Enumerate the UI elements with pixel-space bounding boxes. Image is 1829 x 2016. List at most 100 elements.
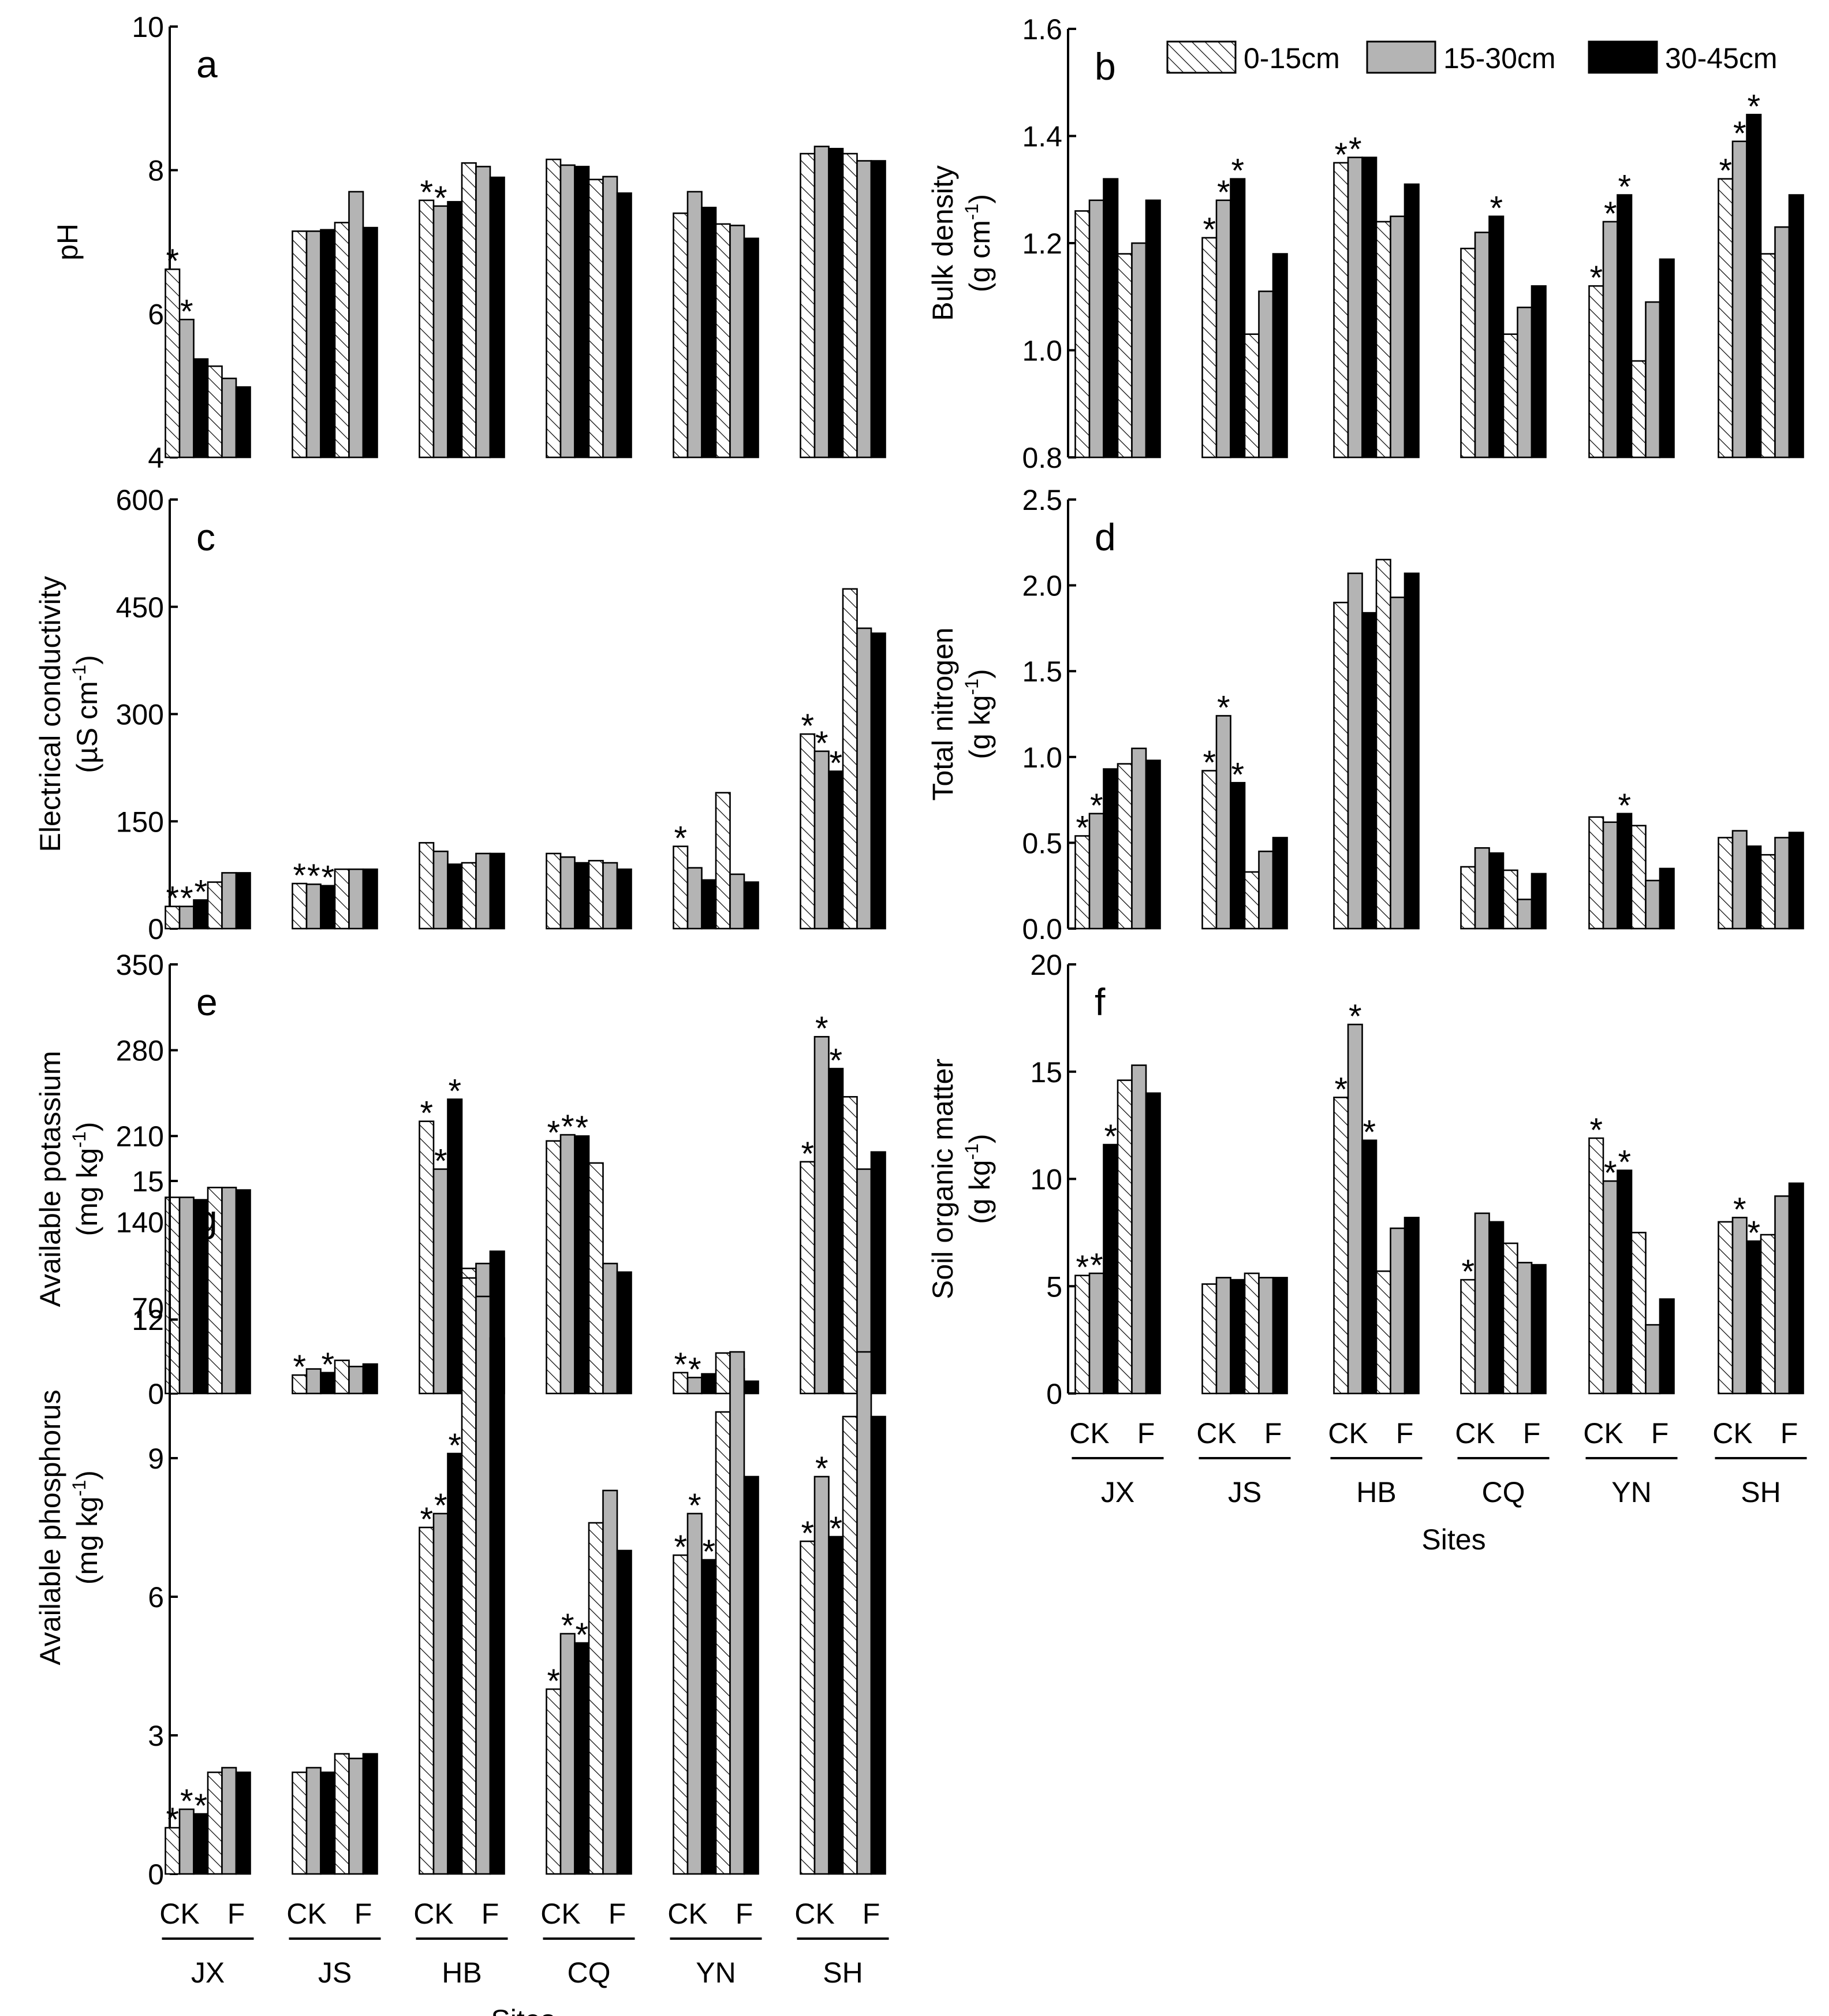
significance-marker: * bbox=[1076, 1249, 1089, 1287]
significance-marker: * bbox=[448, 1427, 461, 1465]
y-tick-label: 150 bbox=[116, 806, 164, 838]
bar bbox=[292, 1374, 308, 1395]
bar bbox=[743, 1475, 759, 1875]
bar bbox=[1788, 832, 1804, 930]
bar bbox=[419, 1120, 435, 1395]
bar bbox=[1602, 821, 1618, 930]
bar bbox=[1088, 813, 1104, 930]
bar bbox=[432, 850, 449, 930]
bar bbox=[1617, 1169, 1633, 1395]
significance-marker: * bbox=[1349, 131, 1362, 169]
y-axis-title: Electrical conductivity bbox=[34, 576, 66, 852]
bar bbox=[715, 1411, 731, 1875]
significance-marker: * bbox=[1618, 1144, 1631, 1182]
bar bbox=[305, 1368, 322, 1395]
treatment-label: CK bbox=[794, 1898, 834, 1930]
bar bbox=[1531, 285, 1547, 459]
significance-marker: * bbox=[1090, 787, 1103, 825]
significance-marker: * bbox=[561, 1108, 574, 1146]
legend-swatch bbox=[1588, 40, 1658, 74]
bar bbox=[673, 212, 689, 459]
bar bbox=[1103, 1143, 1119, 1395]
treatment-label: CK bbox=[1712, 1417, 1752, 1449]
significance-marker: * bbox=[1104, 1118, 1117, 1156]
bar bbox=[1645, 1324, 1661, 1395]
significance-marker: * bbox=[1203, 744, 1216, 782]
significance-marker: * bbox=[829, 745, 842, 782]
bar bbox=[559, 1134, 576, 1395]
bar bbox=[1347, 156, 1363, 459]
bar bbox=[588, 178, 604, 459]
significance-marker: * bbox=[1589, 1112, 1603, 1149]
significance-marker: * bbox=[688, 1487, 701, 1525]
significance-marker: * bbox=[194, 873, 207, 911]
bar bbox=[1074, 1275, 1091, 1395]
bar bbox=[193, 1199, 209, 1395]
significance-marker: * bbox=[293, 857, 306, 895]
bar bbox=[305, 1767, 322, 1875]
significance-marker: * bbox=[674, 1346, 687, 1384]
bar bbox=[842, 1095, 858, 1395]
bar bbox=[1502, 869, 1518, 930]
treatment-label: CK bbox=[1069, 1417, 1109, 1449]
significance-marker: * bbox=[1733, 1191, 1746, 1228]
bar bbox=[1630, 825, 1647, 930]
bar bbox=[348, 191, 364, 459]
bar bbox=[1215, 199, 1231, 459]
significance-marker: * bbox=[420, 1501, 433, 1538]
bar bbox=[1131, 747, 1147, 930]
y-axis-unit-close: ) bbox=[964, 1134, 996, 1143]
y-axis-title: Soil organic matter bbox=[927, 1059, 959, 1299]
bar bbox=[574, 1135, 590, 1395]
bar bbox=[292, 230, 308, 459]
bar bbox=[1718, 1221, 1734, 1395]
y-axis-unit-close: ) bbox=[71, 1122, 103, 1132]
y-axis-title: Total nitrogen bbox=[927, 627, 959, 800]
bar bbox=[1230, 1279, 1246, 1395]
bar bbox=[715, 1352, 731, 1395]
bar bbox=[1145, 1092, 1161, 1395]
bar bbox=[334, 1359, 350, 1395]
bar bbox=[165, 1197, 181, 1395]
significance-marker: * bbox=[1618, 169, 1631, 206]
bar bbox=[1746, 1240, 1762, 1395]
y-tick-label: 9 bbox=[148, 1443, 164, 1475]
bar bbox=[178, 1808, 195, 1875]
bar bbox=[489, 1337, 505, 1875]
bar bbox=[305, 230, 322, 459]
y-tick-label: 2.0 bbox=[1022, 570, 1062, 602]
bar bbox=[1531, 873, 1547, 930]
y-axis-title: Bulk density bbox=[927, 165, 959, 321]
significance-marker: * bbox=[1618, 787, 1631, 825]
bar bbox=[348, 1365, 364, 1395]
bar bbox=[320, 229, 336, 459]
y-axis-unit-close: ) bbox=[71, 655, 103, 665]
y-tick-label: 1.6 bbox=[1022, 13, 1062, 46]
bar bbox=[715, 792, 731, 930]
bar bbox=[1272, 253, 1288, 459]
bar bbox=[1718, 837, 1734, 930]
y-tick-label: 300 bbox=[116, 699, 164, 731]
y-axis-unit-text: (g kg bbox=[964, 1160, 996, 1224]
treatment-label: F bbox=[227, 1898, 245, 1930]
y-axis-unit-text: (g kg bbox=[964, 695, 996, 759]
bar bbox=[673, 845, 689, 930]
bar bbox=[1390, 215, 1406, 459]
bar bbox=[559, 1633, 576, 1875]
y-tick-label: 0 bbox=[1046, 1378, 1062, 1410]
treatment-label: F bbox=[1651, 1417, 1669, 1449]
bar bbox=[1731, 830, 1748, 930]
bar bbox=[1488, 852, 1505, 930]
bar bbox=[715, 223, 731, 459]
bar bbox=[828, 148, 844, 459]
y-tick-label: 1.0 bbox=[1022, 741, 1062, 774]
bar bbox=[447, 1452, 463, 1875]
y-axis-unit: (mg kg-1) bbox=[69, 1470, 103, 1585]
significance-marker: * bbox=[1076, 810, 1089, 847]
panel-label: f bbox=[1095, 981, 1106, 1023]
bar bbox=[1531, 1264, 1547, 1395]
y-axis-unit-close: ) bbox=[964, 669, 996, 679]
bar bbox=[419, 199, 435, 459]
